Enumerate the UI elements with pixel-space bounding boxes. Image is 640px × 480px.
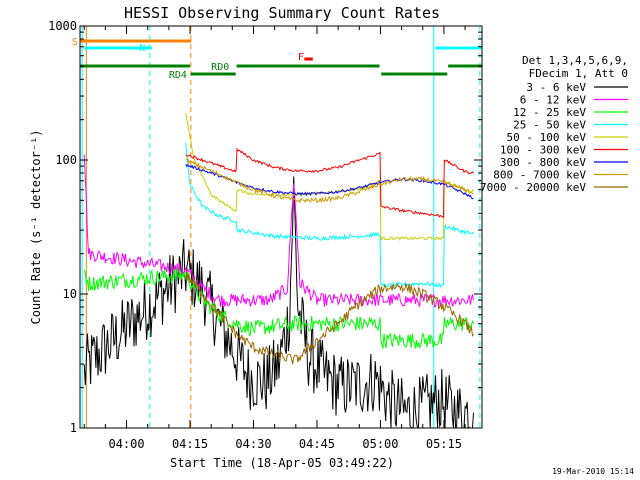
legend-label: 50 - 100 keV [507, 131, 587, 144]
flare-flag-label: F [298, 52, 304, 63]
plot-area: S N F RD0 RD4 [72, 25, 483, 429]
series-line [185, 271, 474, 365]
legend-header-line-2: FDecim 1, Att 0 [529, 67, 628, 80]
status-flags: S N F RD0 RD4 [72, 37, 482, 81]
attenuator-flag-label: S [72, 37, 78, 48]
timestamp: 19-Mar-2010 15:14 [552, 467, 634, 476]
series-line [185, 147, 474, 219]
x-tick-label: 05:00 [362, 437, 398, 451]
y-tick-label: 10 [63, 287, 77, 301]
series-line [185, 158, 474, 204]
legend-label: 7000 - 20000 keV [480, 181, 586, 194]
x-tick-label: 04:30 [235, 437, 271, 451]
legend-label: 12 - 25 keV [513, 106, 586, 119]
y-tick-label: 1000 [48, 19, 77, 33]
y-tick-label: 1 [70, 421, 77, 435]
y-tick-label: 100 [55, 153, 77, 167]
x-axis: 04:00 04:15 04:30 04:45 05:00 05:15 [83, 26, 466, 451]
legend: Det 1,3,4,5,6,9, FDecim 1, Att 0 3 - 6 k… [480, 54, 628, 194]
y-axis: 1 10 100 1000 [48, 19, 482, 435]
legend-label: 25 - 50 keV [513, 119, 586, 132]
series-lines [83, 113, 474, 429]
x-tick-label: 05:15 [426, 437, 462, 451]
series-line [83, 154, 474, 308]
legend-header-line-1: Det 1,3,4,5,6,9, [522, 54, 628, 67]
legend-label: 6 - 12 keV [520, 94, 587, 107]
x-tick-label: 04:15 [172, 437, 208, 451]
chart-title: HESSI Observing Summary Count Rates [124, 4, 440, 22]
series-line [185, 142, 474, 289]
vertical-markers [81, 26, 481, 428]
y-axis-label: Count Rate (s⁻¹ detector⁻¹) [29, 129, 43, 324]
plot-frame [79, 25, 483, 429]
series-line [83, 176, 474, 429]
x-tick-label: 04:00 [108, 437, 144, 451]
x-tick-label: 04:45 [299, 437, 335, 451]
x-axis-label: Start Time (18-Apr-05 03:49:22) [170, 456, 394, 470]
legend-label: 100 - 300 keV [500, 144, 586, 157]
legend-label: 800 - 7000 keV [493, 169, 586, 182]
legend-label: 300 - 800 keV [500, 156, 586, 169]
decimation-flag-label: RD4 [169, 70, 187, 81]
decimation-flag-label: RD0 [211, 62, 229, 73]
legend-label: 3 - 6 keV [526, 81, 586, 94]
night-flag-label: N [139, 43, 145, 54]
series-line [83, 267, 474, 349]
